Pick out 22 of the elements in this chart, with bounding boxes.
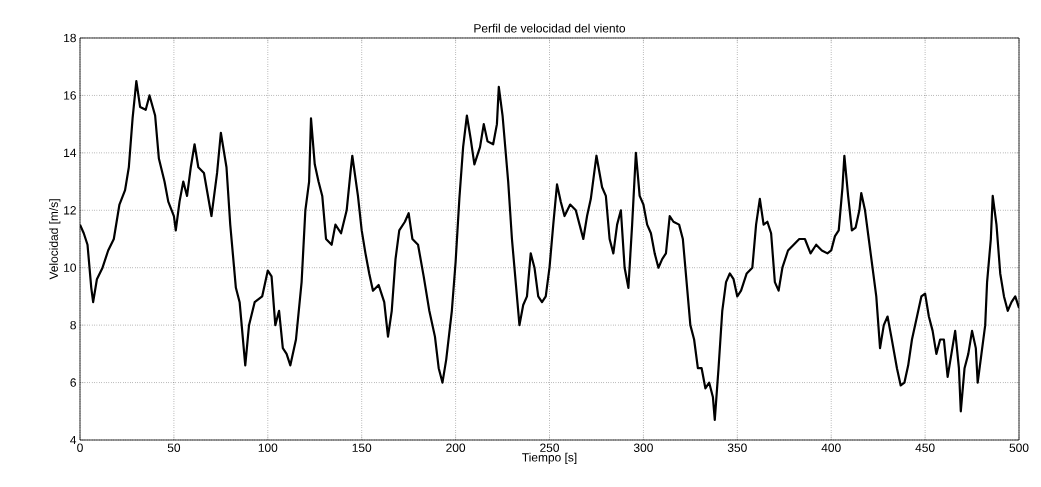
x-tick-label: 150 [352, 443, 372, 452]
y-tick-label: 10 [64, 263, 77, 272]
y-tick-label: 8 [70, 320, 76, 330]
x-tick-label: 250 [540, 443, 560, 452]
y-tick-label: 6 [70, 378, 76, 387]
y-tick-label: 14 [64, 148, 77, 157]
y-axis-title: Velocidad [m/s] [49, 199, 61, 280]
y-tick-label: 16 [64, 91, 76, 100]
x-tick-label: 300 [633, 443, 653, 452]
x-tick-label: 500 [1009, 443, 1029, 452]
x-tick-label: 50 [167, 443, 181, 452]
y-tick-label: 4 [70, 435, 77, 445]
x-tick-label: 350 [727, 443, 747, 452]
x-axis-title: Tiempo [s] [522, 452, 577, 464]
x-tick-label: 100 [258, 443, 278, 452]
x-tick-label: 200 [446, 443, 466, 452]
y-tick-label: 18 [64, 33, 76, 43]
x-tick-label: 400 [821, 443, 841, 452]
y-tick-label: 12 [64, 206, 76, 215]
x-tick-label: 450 [915, 443, 935, 452]
x-tick-label: 0 [77, 443, 83, 452]
chart-title: Perfil de velocidad del viento [474, 23, 626, 33]
